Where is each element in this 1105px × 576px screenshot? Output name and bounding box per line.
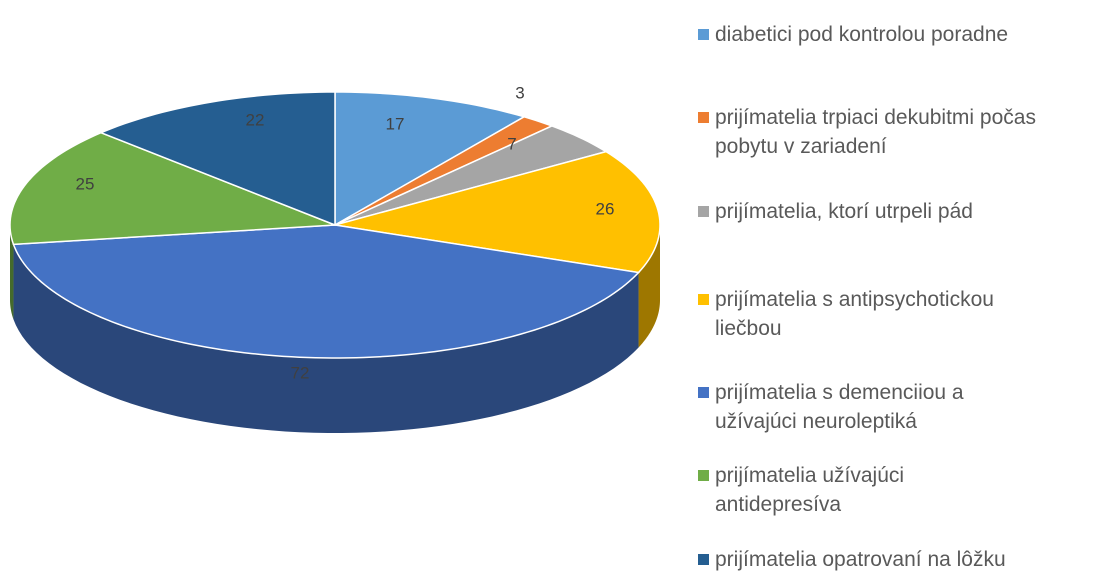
legend-item: diabetici pod kontrolou poradne [698, 20, 1098, 49]
slice [99, 91, 336, 227]
legend-swatch [698, 112, 709, 123]
legend-item: prijímatelia trpiaci dekubitmi počas pob… [698, 103, 1098, 161]
slice [334, 125, 608, 226]
legend-swatch [698, 294, 709, 305]
legend-label: prijímatelia, ktorí utrpeli pád [715, 200, 973, 223]
legend-label: diabetici pod kontrolou poradne [715, 23, 1009, 46]
legend-label: prijímatelia opatrovaní na lôžku [715, 548, 1006, 571]
data-label: 22 [246, 110, 265, 129]
legend-swatch [698, 470, 709, 481]
legend-item: prijímatelia opatrovaní na lôžku [698, 545, 1098, 574]
slice [334, 150, 661, 274]
pie-area: 17 3 7 26 72 25 22 [9, 83, 661, 433]
slice [12, 224, 641, 359]
legend-item: prijímatelia s demenciiou a užívajúci ne… [698, 378, 1098, 436]
legend-item: prijímatelia užívajúci antidepresíva [698, 461, 1098, 519]
data-label: 7 [507, 134, 516, 153]
data-label: 72 [291, 363, 310, 382]
legend-swatch [698, 206, 709, 217]
data-label: 17 [386, 114, 405, 133]
data-label: 26 [596, 199, 615, 218]
legend-swatch [698, 387, 709, 398]
legend-swatch [698, 29, 709, 40]
slice [334, 91, 527, 227]
slice-side [10, 225, 14, 320]
data-label: 3 [515, 83, 524, 102]
legend-item: prijímatelia s antipsychotickou liečbou [698, 285, 1098, 343]
legend-label: prijímatelia s demenciiou a užívajúci ne… [715, 381, 964, 433]
legend-label: prijímatelia s antipsychotickou liečbou [715, 288, 994, 340]
slice-side [13, 244, 639, 433]
slice [9, 131, 336, 246]
legend-swatch [698, 554, 709, 565]
data-label: 25 [76, 174, 95, 193]
slice-side [638, 225, 660, 348]
legend-item: prijímatelia, ktorí utrpeli pád [698, 197, 1098, 226]
legend-label: prijímatelia užívajúci antidepresíva [715, 464, 905, 516]
legend-label: prijímatelia trpiaci dekubitmi počas pob… [715, 106, 1036, 158]
